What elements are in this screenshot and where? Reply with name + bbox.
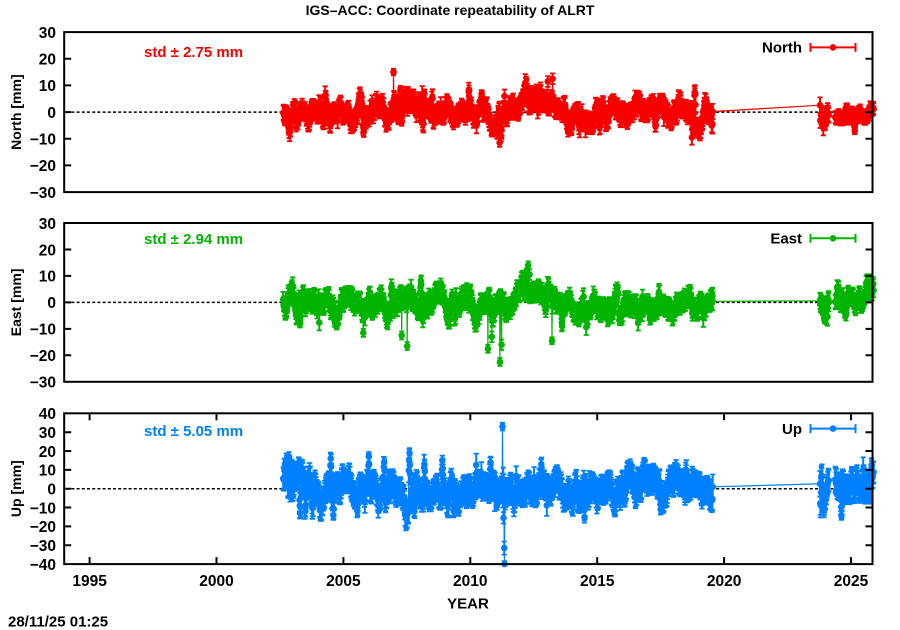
- svg-text:2010: 2010: [453, 573, 487, 590]
- svg-text:20: 20: [39, 444, 56, 461]
- svg-text:YEAR: YEAR: [447, 596, 489, 613]
- svg-text:30: 30: [39, 425, 56, 442]
- svg-text:20: 20: [39, 52, 56, 69]
- svg-text:40: 40: [39, 406, 56, 423]
- svg-text:−10: −10: [30, 132, 56, 149]
- svg-text:−30: −30: [30, 538, 56, 555]
- svg-text:−20: −20: [30, 158, 56, 175]
- svg-text:Up [mm]: Up [mm]: [8, 460, 24, 517]
- svg-text:20: 20: [39, 242, 56, 259]
- svg-text:2025: 2025: [834, 573, 869, 590]
- svg-text:10: 10: [39, 463, 56, 480]
- svg-text:10: 10: [39, 78, 56, 95]
- svg-text:East: East: [770, 231, 802, 248]
- svg-text:−10: −10: [30, 322, 56, 339]
- svg-text:30: 30: [39, 216, 56, 233]
- svg-text:North: North: [762, 40, 802, 57]
- svg-text:−20: −20: [30, 519, 56, 536]
- svg-text:10: 10: [39, 269, 56, 286]
- svg-text:2000: 2000: [199, 573, 233, 590]
- svg-text:−30: −30: [30, 185, 56, 202]
- svg-text:2005: 2005: [326, 573, 361, 590]
- svg-text:0: 0: [47, 482, 56, 499]
- svg-text:Up: Up: [782, 421, 802, 438]
- svg-text:−30: −30: [30, 375, 56, 392]
- svg-text:0: 0: [47, 105, 56, 122]
- svg-text:North [mm]: North [mm]: [8, 74, 24, 149]
- svg-text:std ± 2.75 mm: std ± 2.75 mm: [144, 44, 243, 61]
- svg-text:2020: 2020: [707, 573, 741, 590]
- svg-text:30: 30: [39, 25, 56, 42]
- svg-text:East [mm]: East [mm]: [8, 269, 24, 337]
- svg-text:2015: 2015: [580, 573, 615, 590]
- svg-text:1995: 1995: [72, 573, 107, 590]
- svg-text:std ± 2.94 mm: std ± 2.94 mm: [144, 231, 243, 248]
- svg-text:std ± 5.05 mm: std ± 5.05 mm: [144, 423, 243, 440]
- svg-text:−20: −20: [30, 348, 56, 365]
- svg-text:28/11/25 01:25: 28/11/25 01:25: [8, 614, 108, 630]
- svg-text:−40: −40: [30, 557, 56, 574]
- svg-text:0: 0: [47, 295, 56, 312]
- svg-text:−10: −10: [30, 500, 56, 517]
- svg-text:IGS–ACC: Coordinate repeatabil: IGS–ACC: Coordinate repeatability of ALR…: [306, 2, 595, 18]
